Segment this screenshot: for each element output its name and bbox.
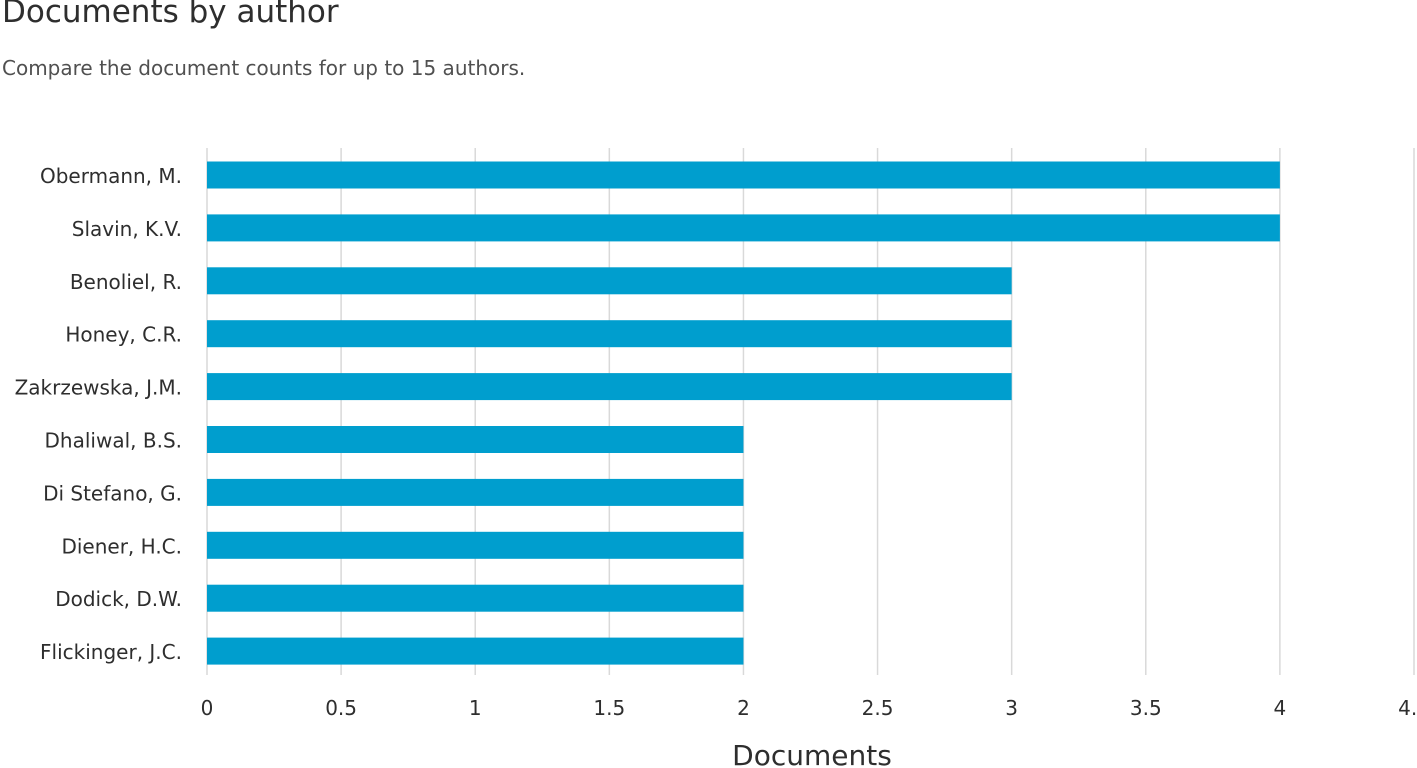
bar[interactable] bbox=[207, 214, 1280, 242]
bar[interactable] bbox=[207, 373, 1012, 401]
x-tick-label: 4 bbox=[1274, 696, 1287, 720]
bar[interactable] bbox=[207, 584, 744, 612]
bar[interactable] bbox=[207, 161, 1280, 189]
category-label: Benoliel, R. bbox=[70, 270, 182, 294]
x-tick-label: 0 bbox=[201, 696, 214, 720]
category-label: Dhaliwal, B.S. bbox=[45, 429, 182, 453]
x-tick-label: 3.5 bbox=[1130, 696, 1162, 720]
x-tick-label: 2 bbox=[737, 696, 750, 720]
category-label: Di Stefano, G. bbox=[43, 481, 182, 505]
bar[interactable] bbox=[207, 531, 744, 559]
x-tick-label: 3 bbox=[1005, 696, 1018, 720]
bars bbox=[207, 161, 1280, 665]
category-label: Slavin, K.V. bbox=[72, 217, 182, 241]
category-label: Zakrzewska, J.M. bbox=[15, 376, 182, 400]
category-labels: Obermann, M. Slavin, K.V. Benoliel, R. Hone… bbox=[15, 164, 182, 664]
category-label: Flickinger, J.C. bbox=[40, 640, 182, 664]
x-axis-ticks: 0 0.5 1 1.5 2 2.5 3 3.5 4 4.5 bbox=[201, 696, 1417, 720]
x-tick-label: 0.5 bbox=[325, 696, 357, 720]
bar[interactable] bbox=[207, 426, 744, 453]
category-label: Honey, C.R. bbox=[65, 323, 182, 347]
chart-title: Documents by author bbox=[2, 0, 339, 30]
category-label: Diener, H.C. bbox=[61, 534, 182, 558]
bar[interactable] bbox=[207, 478, 744, 506]
x-tick-label: 1 bbox=[469, 696, 482, 720]
x-tick-label: 4.5 bbox=[1398, 696, 1417, 720]
x-tick-label: 2.5 bbox=[862, 696, 894, 720]
x-axis-title: Documents bbox=[732, 739, 892, 768]
bar[interactable] bbox=[207, 637, 744, 665]
bar[interactable] bbox=[207, 320, 1012, 348]
category-label: Dodick, D.W. bbox=[55, 587, 182, 611]
chart-subtitle: Compare the document counts for up to 15… bbox=[2, 56, 526, 80]
bar[interactable] bbox=[207, 267, 1012, 295]
x-tick-label: 1.5 bbox=[593, 696, 625, 720]
category-label: Obermann, M. bbox=[40, 164, 182, 188]
